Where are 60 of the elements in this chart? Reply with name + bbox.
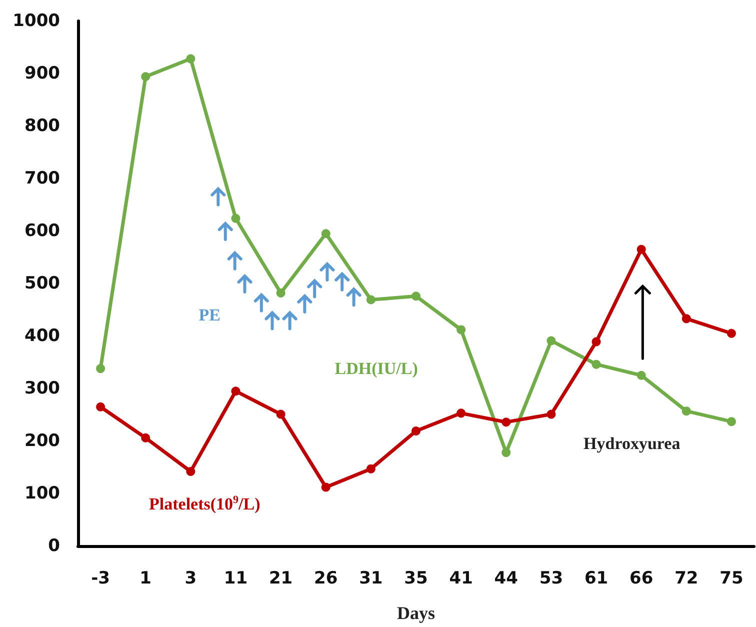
y-tick-label: 500 [24,274,60,294]
point [636,244,646,254]
point [321,229,330,238]
point [546,336,556,346]
x-tick-label: 1 [140,568,152,588]
point [96,402,106,412]
point [726,328,736,338]
x-tick-label: 53 [539,568,564,588]
x-tick-label: 3 [184,568,197,588]
x-tick-label: 66 [629,568,654,588]
x-tick-label: 75 [720,568,744,588]
x-tick-label: 44 [494,568,518,588]
annotation: PE [198,306,220,324]
y-tick-label: 100 [24,484,60,504]
point [276,288,286,298]
y-tick-label: 1000 [12,11,60,31]
x-tick-label: 72 [674,568,698,588]
point [592,360,601,369]
point [412,426,420,436]
x-tick-label: 21 [268,568,293,588]
point [502,418,511,427]
point [412,292,420,301]
point [141,72,150,82]
y-tick-label: 800 [24,116,60,136]
x-tick-label: 41 [449,568,473,588]
x-tick-label: 26 [314,568,338,588]
point [366,295,376,304]
point [682,406,691,416]
text: LDH(IU/L) [334,359,418,378]
point [592,337,601,346]
point [456,408,466,418]
point [636,370,646,380]
point [231,386,240,396]
x-tick-label: -3 [91,568,110,588]
point [321,482,330,492]
x-tick-label: 35 [404,568,428,588]
point [546,410,556,419]
x-tick-label: 61 [584,568,608,588]
point [682,314,691,324]
point [366,464,376,474]
point [276,410,286,419]
y-tick-label: 700 [24,168,60,188]
x-axis-title: Days [396,603,436,623]
point [502,448,511,458]
y-tick-label: 200 [24,431,60,451]
x-tick-label: 11 [224,568,248,588]
point [186,466,196,476]
point [141,433,150,442]
point [456,325,466,334]
x-tick-label: 31 [359,568,383,588]
y-tick-label: 0 [48,536,60,556]
y-tick-label: 300 [24,378,60,398]
point [726,417,736,426]
point [186,54,196,64]
y-tick-label: 900 [24,64,60,84]
y-tick-label: 600 [24,221,60,241]
point [231,214,240,223]
point [96,364,106,374]
y-tick-label: 400 [24,326,60,346]
annotation: Hydroxyurea [584,434,681,454]
